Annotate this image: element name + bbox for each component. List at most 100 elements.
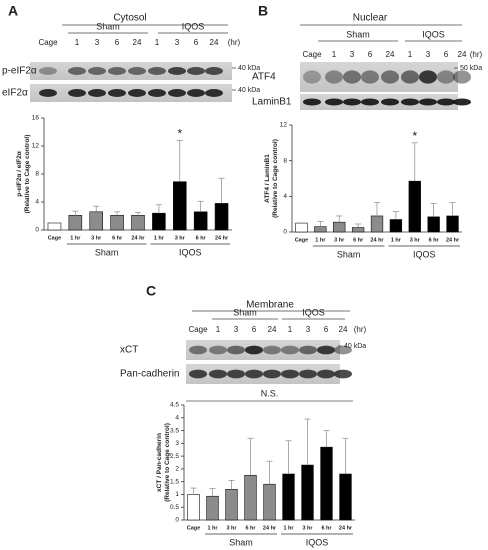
blot-band	[205, 89, 223, 97]
y-tick-label: 0	[283, 229, 287, 236]
blot-title: Nuclear	[353, 13, 388, 24]
blot-band	[437, 98, 455, 106]
lane-label: 6	[324, 325, 329, 334]
lane-label: 3	[95, 38, 100, 47]
bar	[244, 474, 257, 521]
y-axis-label: p-eIF2α / eIF2α(Relative to Cage control…	[16, 135, 31, 214]
y-tick-label: 12	[280, 122, 288, 129]
lane-label: 6	[368, 50, 373, 59]
y-tick-label: 12	[32, 143, 40, 150]
blot-group-label: IQOS	[182, 21, 205, 31]
lane-label: 6	[252, 325, 257, 334]
y-label-line: ATF4 / LaminB1	[264, 154, 271, 203]
bar	[193, 211, 208, 231]
blot-band	[263, 345, 281, 355]
lane-unit: (hr)	[470, 50, 483, 59]
blot-row-label: LaminB1	[252, 97, 292, 108]
x-tick-label: 1 hr	[154, 235, 165, 241]
bar	[295, 222, 308, 233]
bar-group-label: IQOS	[306, 537, 329, 547]
blot-title: Cytosol	[113, 13, 146, 24]
blot-band	[303, 98, 321, 106]
y-label-line: (Relative to Cage control)	[164, 423, 171, 502]
x-tick-label: 6 hr	[112, 235, 123, 241]
bar	[446, 215, 459, 233]
blot-band	[68, 67, 86, 75]
x-tick-label: 3 hr	[226, 525, 237, 531]
lane-label: Cage	[188, 325, 208, 334]
x-tick-label: 1 hr	[283, 525, 294, 531]
annotation: *	[412, 129, 417, 143]
x-tick-label: 6 hr	[245, 525, 256, 531]
y-tick-label: 16	[32, 115, 40, 122]
blot-band	[189, 345, 207, 355]
blot-row-label: ATF4	[252, 72, 276, 83]
blot-band	[281, 345, 299, 355]
bar	[301, 464, 314, 521]
x-tick-label: 3 hr	[302, 525, 313, 531]
blot-band	[437, 70, 455, 84]
bar	[173, 181, 187, 231]
blot-band	[128, 67, 146, 75]
blot-band	[317, 345, 335, 355]
lane-label: 24	[386, 50, 395, 59]
y-tick-label: 4	[175, 414, 179, 421]
bar	[110, 215, 124, 231]
blot-row-label: xCT	[120, 345, 138, 356]
panel-label: C	[146, 283, 156, 299]
lane-label: 24	[268, 325, 277, 334]
bar	[89, 211, 103, 231]
blot-band	[205, 67, 223, 75]
lane-label: 1	[155, 38, 160, 47]
bar	[320, 446, 333, 521]
blot-group-label: Sham	[233, 307, 257, 317]
bar-group-label: IQOS	[413, 249, 436, 259]
bar	[263, 483, 276, 521]
blot-band	[245, 369, 263, 379]
blot-band	[361, 98, 379, 106]
bar	[206, 495, 219, 521]
blot-band	[148, 67, 166, 75]
x-tick-label: 6 hr	[429, 237, 440, 243]
bar-group-label: IQOS	[179, 247, 202, 257]
bar	[282, 473, 295, 521]
annotation: *	[177, 127, 182, 141]
y-label-line: p-eIF2α / eIF2α	[16, 151, 23, 197]
blot-band	[303, 70, 321, 84]
blot-band	[361, 70, 379, 84]
blot-band	[401, 98, 419, 106]
blot-band	[453, 98, 471, 106]
bar-group-label: Sham	[337, 249, 361, 259]
blot-row-label: eIF2α	[2, 88, 28, 99]
x-tick-label: 24 hr	[446, 237, 460, 243]
bar-group-label: Sham	[229, 537, 253, 547]
blot-band	[334, 345, 352, 355]
blot-band	[88, 67, 106, 75]
blot-band	[245, 345, 263, 355]
blot-band	[68, 89, 86, 97]
size-marker: 40 kDa	[238, 87, 260, 94]
y-tick-label: 4	[35, 199, 39, 206]
y-tick-label: 3.5	[170, 427, 179, 434]
lane-unit: (hr)	[228, 38, 241, 47]
blot-band	[209, 345, 227, 355]
blot-band	[325, 98, 343, 106]
x-tick-label: 3 hr	[334, 237, 345, 243]
blot-band	[401, 70, 419, 84]
lane-label: 6	[444, 50, 449, 59]
blot-band	[168, 89, 186, 97]
lane-label: 24	[339, 325, 348, 334]
size-marker: 40 kDa	[344, 343, 366, 350]
blot-band	[209, 369, 227, 379]
x-tick-label: 6 hr	[321, 525, 332, 531]
x-tick-label: 3 hr	[175, 235, 186, 241]
x-tick-label: 1 hr	[315, 237, 326, 243]
x-tick-label: 24 hr	[263, 525, 277, 531]
bar	[225, 489, 238, 521]
bar	[333, 221, 346, 233]
bar-group-label: Sham	[95, 247, 119, 257]
blot-band	[189, 369, 207, 379]
lane-label: 1	[408, 50, 413, 59]
